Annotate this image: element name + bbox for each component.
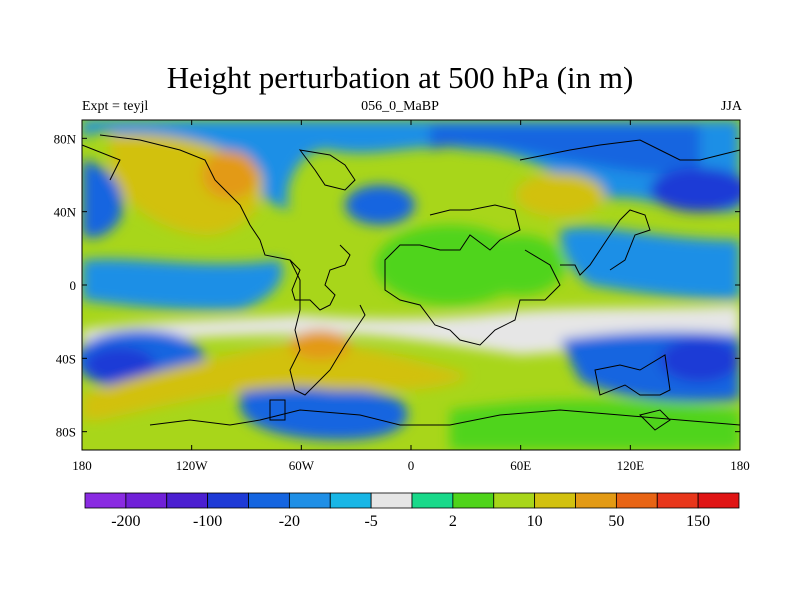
colorbar-swatch [493, 492, 536, 509]
lat-tick-label: 0 [70, 278, 77, 293]
colorbar-label: -5 [364, 513, 377, 530]
lat-tick-label: 80S [56, 425, 76, 440]
field-south-indian-low-core [660, 338, 740, 382]
field-tropical-low [82, 258, 283, 311]
colorbar-swatch [84, 492, 127, 509]
colorbar-swatch [370, 492, 413, 509]
lon-tick-label: 0 [408, 458, 415, 473]
time-label: 056_0_MaBP [361, 99, 439, 114]
colorbar-label: 2 [449, 513, 457, 530]
colorbar-label: 150 [686, 513, 710, 530]
field-south-high-core [290, 330, 350, 360]
coastline-alaska [81, 144, 121, 181]
lon-tick-label: 60E [510, 458, 531, 473]
contour-field [82, 120, 740, 450]
lat-tick-label: 40S [56, 351, 76, 366]
lon-tick-label: 60W [289, 458, 315, 473]
colorbar: -200 -100 -20 -5 2 10 50 150 [84, 492, 740, 530]
coastlines [81, 134, 741, 431]
colorbar-label: -200 [111, 513, 140, 530]
colorbar-swatch [288, 492, 331, 509]
coastline-australia [594, 354, 671, 396]
lon-axis: 180 120W 60W 0 60E 120E 180 [72, 120, 750, 473]
colorbar-swatch [248, 492, 290, 509]
colorbar-swatch [207, 492, 249, 509]
experiment-label: Expt = teyjl [82, 99, 149, 114]
coastline-eurasia-north [519, 139, 741, 161]
colorbar-swatch [697, 492, 740, 509]
colorbar-label: 10 [527, 513, 543, 530]
colorbar-swatch [534, 492, 576, 509]
lon-tick-label: 180 [72, 458, 92, 473]
coastline-peninsula [269, 399, 286, 421]
lat-tick-label: 80N [54, 131, 77, 146]
coastline-americas-west [99, 134, 351, 311]
field-na-high-core [202, 151, 258, 199]
lon-tick-label: 180 [730, 458, 750, 473]
coastline-antarctica [149, 409, 741, 426]
field-pacific-low [650, 168, 740, 212]
lat-axis: 80N 40N 0 40S 80S [54, 131, 740, 440]
colorbar-swatch [125, 492, 168, 509]
season-label: JJA [720, 99, 742, 114]
coastline-asia-east [560, 209, 651, 276]
coastline-greenland [298, 149, 356, 191]
colorbar-swatch [452, 492, 495, 509]
field-asia-high [515, 173, 605, 217]
coastline-africa [384, 204, 561, 346]
colorbar-swatch [656, 492, 699, 509]
lon-tick-label: 120W [176, 458, 209, 473]
colorbar-label: -100 [193, 513, 222, 530]
colorbar-swatch [329, 492, 372, 509]
colorbar-swatch [166, 492, 209, 509]
colorbar-swatch [615, 492, 658, 509]
colorbar-swatch [575, 492, 617, 509]
field-tropical-low-east [560, 227, 740, 300]
coastline-south-america [289, 259, 366, 396]
lat-tick-label: 40N [54, 205, 77, 220]
colorbar-swatch [411, 492, 454, 509]
colorbar-label: 50 [608, 513, 624, 530]
field-arctic-low [430, 125, 700, 174]
field-west-low [82, 160, 123, 238]
field-east-green [475, 235, 565, 295]
coastline-island [639, 409, 671, 431]
field-atlantic-low [345, 185, 415, 225]
field-south-pacific-low-core [85, 347, 155, 383]
field-antarctic-green [450, 400, 740, 450]
plot-title: Height perturbation at 500 hPa (in m) [166, 60, 634, 95]
colorbar-label: -20 [279, 513, 300, 530]
field-south-high [82, 340, 470, 420]
lon-tick-label: 120E [617, 458, 645, 473]
